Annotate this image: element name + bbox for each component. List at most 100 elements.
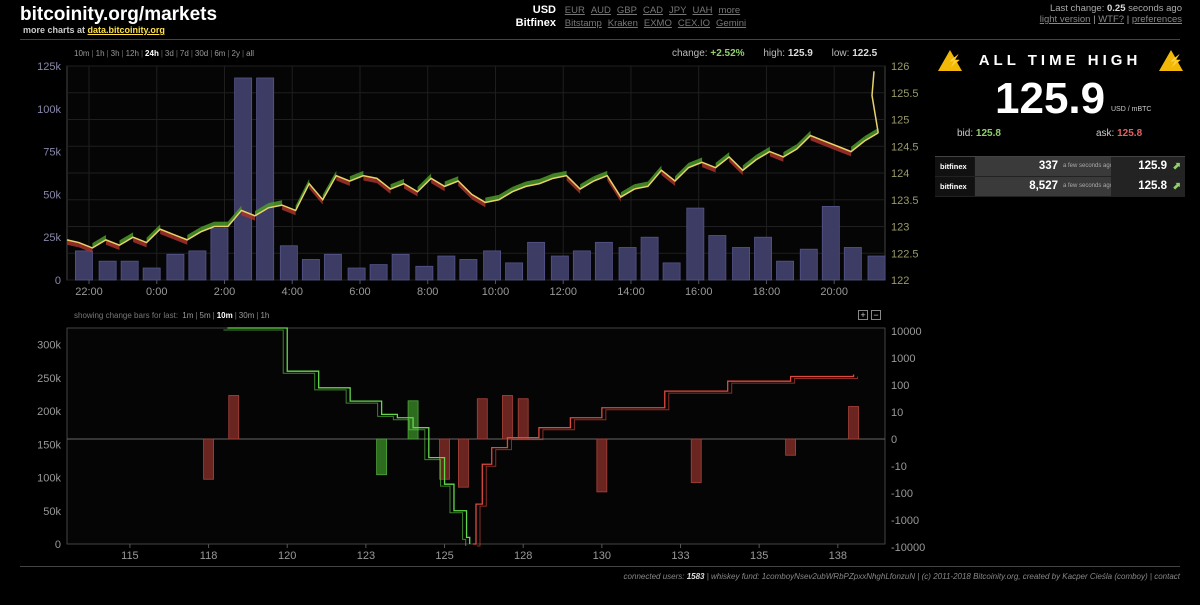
price-volume-chart[interactable]: 122 122.5 123 123.5 124 124.5 125 125.5 126 0 25k 5… bbox=[0, 58, 930, 303]
last-change: Last change: 0.25 seconds ago bbox=[1049, 3, 1182, 14]
change-period-option[interactable]: 5m bbox=[199, 311, 211, 320]
currency-option[interactable]: UAH bbox=[692, 5, 713, 16]
separator: | bbox=[195, 311, 198, 320]
separator: | bbox=[227, 49, 230, 58]
x-tick-label: 130 bbox=[593, 550, 611, 562]
currency-option[interactable]: JPY bbox=[669, 5, 687, 16]
period-option[interactable]: 12h bbox=[125, 49, 139, 58]
site-title[interactable]: bitcoinity.org/markets bbox=[20, 4, 218, 25]
ask-band bbox=[309, 183, 323, 205]
volume-bar bbox=[188, 250, 207, 281]
volume-bar bbox=[572, 250, 591, 281]
volume-bar bbox=[437, 255, 456, 281]
light-version-link[interactable]: light version bbox=[1039, 14, 1091, 25]
period-option[interactable]: 3d bbox=[164, 49, 174, 58]
bid-band bbox=[851, 136, 865, 152]
volume-bar bbox=[594, 241, 613, 281]
bid-band bbox=[390, 178, 405, 190]
ask-band bbox=[824, 140, 838, 152]
change-period-option[interactable]: 30m bbox=[238, 311, 255, 320]
change-period-option[interactable]: 1m bbox=[182, 311, 194, 320]
volume-bar bbox=[75, 250, 93, 281]
up-arrow-icon: ⬈ bbox=[1172, 181, 1181, 192]
exchange-option[interactable]: Kraken bbox=[607, 18, 638, 29]
currency-option[interactable]: CAD bbox=[642, 5, 664, 16]
right-tick-label: 126 bbox=[891, 61, 909, 73]
bid-band bbox=[254, 202, 269, 216]
ask-band bbox=[458, 181, 472, 200]
bid-band bbox=[119, 232, 134, 246]
bid-band bbox=[783, 144, 797, 157]
ask-band bbox=[133, 237, 147, 248]
exchange-option[interactable]: Bitstamp bbox=[564, 18, 602, 29]
period-option[interactable]: 30d bbox=[194, 49, 209, 58]
change-period-option[interactable]: 10m bbox=[216, 311, 233, 320]
bid-band bbox=[634, 181, 648, 190]
wtf-link[interactable]: WTF? bbox=[1098, 14, 1125, 25]
volume-bar bbox=[686, 207, 705, 281]
zoom-out-button[interactable]: − bbox=[871, 310, 881, 320]
bid-band bbox=[742, 154, 757, 171]
period-selector: 10m | 1h | 3h | 12h | 24h | 3d | 7d | 30d | 6m | 2y | all bbox=[72, 49, 256, 58]
trade-time: a few seconds ago bbox=[1063, 183, 1114, 189]
period-option[interactable]: 2y bbox=[231, 49, 240, 58]
period-option[interactable]: 24h bbox=[145, 49, 159, 58]
volume-bar bbox=[843, 247, 862, 281]
change-bar bbox=[458, 438, 469, 488]
left-tick-label: 50k bbox=[43, 189, 61, 201]
up-arrow-icon: ⬈ bbox=[1172, 161, 1181, 172]
right-tick-label: 122 bbox=[891, 275, 909, 287]
bid-band bbox=[620, 184, 635, 198]
right-tick-label: 124 bbox=[891, 168, 909, 180]
ask-band bbox=[431, 178, 445, 192]
currency-option[interactable]: AUD bbox=[590, 5, 611, 16]
left-tick-label: 75k bbox=[43, 147, 61, 159]
left-tick-label: 125k bbox=[37, 61, 61, 73]
x-tick-label: 10:00 bbox=[482, 286, 510, 298]
change-bar bbox=[690, 438, 702, 483]
period-option[interactable]: 10m bbox=[74, 49, 90, 58]
currency-option[interactable]: more bbox=[718, 5, 741, 16]
exchange-option[interactable]: CEX.IO bbox=[677, 18, 711, 29]
contact-link[interactable]: contact bbox=[1154, 572, 1180, 581]
warning-icon: ⚡ bbox=[938, 50, 962, 71]
volume-bar bbox=[799, 248, 818, 281]
change-bar bbox=[785, 438, 797, 456]
period-option[interactable]: 1h bbox=[95, 49, 105, 58]
preferences-link[interactable]: preferences bbox=[1131, 14, 1182, 25]
currency-option[interactable]: EUR bbox=[564, 5, 585, 16]
change-period-option[interactable]: 1h bbox=[260, 311, 270, 320]
bid-band bbox=[92, 235, 106, 248]
trade-price: 125.9 bbox=[1138, 160, 1167, 172]
period-option[interactable]: 3h bbox=[110, 49, 120, 58]
zoom-in-button[interactable]: + bbox=[858, 310, 868, 320]
data-bitcoinity-link[interactable]: data.bitcoinity.org bbox=[87, 25, 165, 35]
right-tick-label: 1000 bbox=[891, 353, 915, 365]
x-tick-label: 18:00 bbox=[753, 286, 781, 298]
left-tick-label: 50k bbox=[43, 506, 61, 518]
bids-depth-line bbox=[227, 327, 471, 544]
period-option[interactable]: all bbox=[246, 49, 255, 58]
x-tick-label: 8:00 bbox=[417, 286, 438, 298]
separator: | bbox=[234, 311, 237, 320]
volume-bar bbox=[279, 245, 298, 281]
volume-bar bbox=[867, 255, 886, 281]
x-tick-label: 135 bbox=[750, 550, 768, 562]
volume-bar bbox=[732, 247, 750, 281]
bid-band bbox=[756, 146, 770, 160]
volume-bar bbox=[323, 253, 342, 281]
price-spike bbox=[871, 71, 879, 133]
change-bar bbox=[228, 395, 240, 440]
exchange-option[interactable]: Gemini bbox=[716, 18, 747, 29]
exchange-option[interactable]: EXMO bbox=[643, 18, 672, 29]
market-depth-chart[interactable]: 050k100k150k200k250k300k100001000100100-… bbox=[0, 322, 930, 562]
warning-icon: ⚡ bbox=[1159, 50, 1183, 71]
period-option[interactable]: 7d bbox=[179, 49, 189, 58]
period-option[interactable]: 6m bbox=[214, 49, 226, 58]
volume-bar bbox=[415, 265, 434, 281]
currency-option[interactable]: GBP bbox=[616, 5, 637, 16]
volume-bar bbox=[142, 267, 161, 281]
right-tick-label: 10000 bbox=[891, 326, 922, 338]
bid-band bbox=[674, 162, 689, 182]
bid-band bbox=[200, 221, 215, 232]
